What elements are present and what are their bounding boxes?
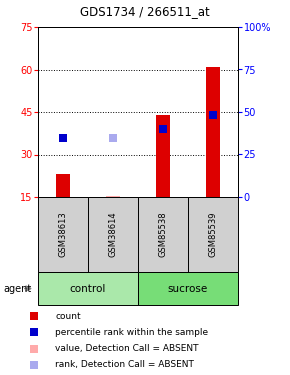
Point (61, 135, 65, 141)
Point (111, 135, 115, 141)
Bar (38, 197, 88, 272)
Bar (206, 67, 220, 197)
Text: GDS1734 / 266511_at: GDS1734 / 266511_at (80, 6, 210, 18)
Point (211, 112, 215, 118)
Text: GSM85539: GSM85539 (209, 212, 218, 257)
Bar (106, 196, 120, 197)
Text: control: control (70, 284, 106, 294)
Text: value, Detection Call = ABSENT: value, Detection Call = ABSENT (55, 344, 199, 353)
Point (161, 126, 165, 132)
Bar (188, 197, 238, 272)
Bar (88, 197, 138, 272)
Bar (138, 197, 188, 272)
Text: agent: agent (3, 284, 31, 294)
Text: GSM38613: GSM38613 (59, 211, 68, 257)
Point (32, 362, 37, 368)
Bar (156, 115, 170, 197)
Text: percentile rank within the sample: percentile rank within the sample (55, 328, 209, 337)
Point (32, 346, 37, 352)
Text: count: count (55, 312, 81, 321)
Point (32, 313, 37, 319)
Point (32, 329, 37, 335)
Bar (38, 272, 138, 305)
Text: rank, Detection Call = ABSENT: rank, Detection Call = ABSENT (55, 360, 194, 369)
Bar (56, 174, 70, 197)
Text: GSM85538: GSM85538 (159, 211, 168, 257)
Text: GSM38614: GSM38614 (108, 211, 117, 257)
Text: sucrose: sucrose (168, 284, 208, 294)
Bar (138, 272, 238, 305)
